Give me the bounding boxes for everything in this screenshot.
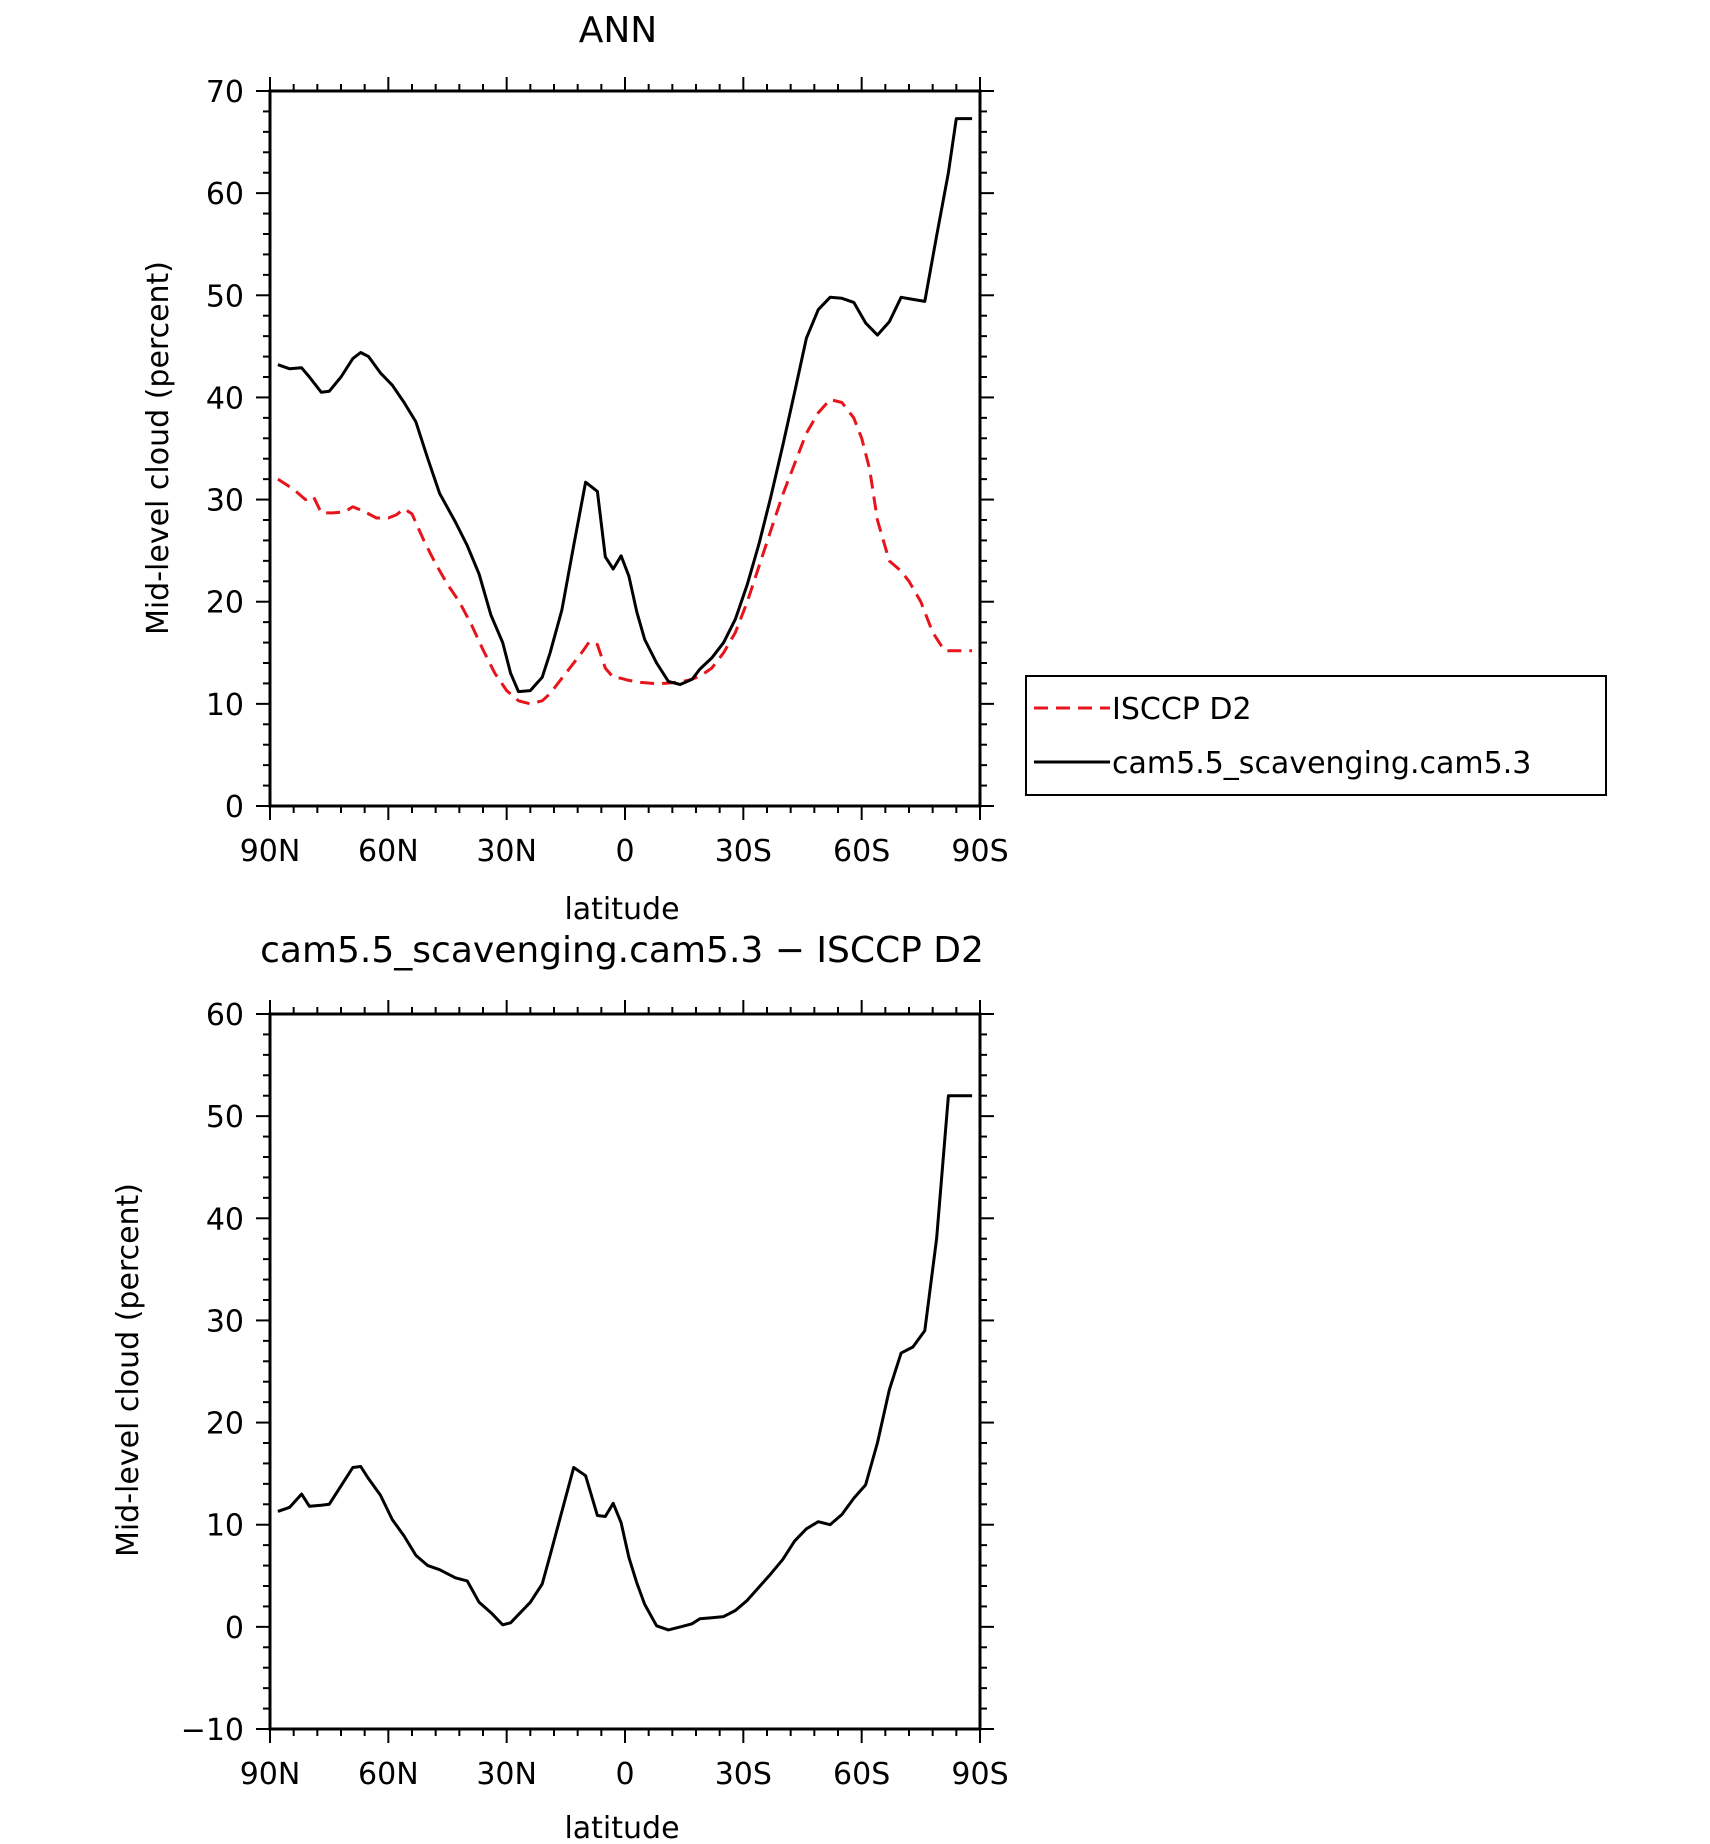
y-tick-label: 0: [225, 1611, 244, 1646]
top-y-axis-label: Mid-level cloud (percent): [141, 261, 176, 635]
bottom-y-tick-labels: −10 0 10 20 30 40 50 60: [181, 998, 244, 1748]
x-tick-label: 90N: [240, 1757, 301, 1792]
legend-label-cam5: cam5.5_scavenging.cam5.3: [1112, 746, 1531, 781]
y-tick-label: 40: [206, 1202, 244, 1237]
top-series-layer: [277, 117, 973, 706]
legend-label-isccp-d2: ISCCP D2: [1112, 692, 1252, 727]
y-tick-label: 50: [206, 1100, 244, 1135]
x-tick-label: 30S: [715, 1757, 772, 1792]
x-tick-label: 90S: [951, 1757, 1008, 1792]
y-tick-label: 20: [206, 1407, 244, 1442]
y-tick-label: 30: [206, 484, 244, 519]
x-tick-label: 0: [615, 1757, 634, 1792]
legend: ISCCP D2 cam5.5_scavenging.cam5.3: [1025, 675, 1607, 796]
x-tick-label: 30N: [476, 1757, 537, 1792]
legend-box: [1025, 675, 1607, 796]
x-tick-label: 60N: [358, 1757, 419, 1792]
y-tick-label: 70: [206, 75, 244, 110]
y-tick-label: 20: [206, 586, 244, 621]
y-tick-label: 60: [206, 177, 244, 212]
series-line-isccp-d2: [277, 398, 973, 706]
y-tick-label: 50: [206, 279, 244, 314]
top-axis-ticks: [256, 77, 994, 820]
x-tick-label: 30N: [476, 834, 537, 869]
x-tick-label: 60N: [358, 834, 419, 869]
top-x-axis-label: latitude: [564, 892, 679, 927]
y-tick-label: 60: [206, 998, 244, 1033]
x-tick-label: 60S: [833, 834, 890, 869]
top-x-tick-labels: 90N 60N 30N 0 30S 60S 90S: [240, 834, 1009, 869]
bottom-plot-frame: [268, 1012, 982, 1731]
bottom-y-axis-label: Mid-level cloud (percent): [111, 1183, 146, 1557]
y-tick-label: 10: [206, 688, 244, 723]
series-line-cam5-5-scavenging-cam5-3: [277, 117, 973, 694]
bottom-series-layer: [277, 1094, 973, 1632]
y-tick-label: −10: [181, 1713, 244, 1748]
bottom-x-axis-label: latitude: [564, 1811, 679, 1844]
x-tick-label: 90S: [951, 834, 1008, 869]
bottom-chart-title: cam5.5_scavenging.cam5.3 − ISCCP D2: [260, 930, 984, 971]
y-tick-label: 10: [206, 1509, 244, 1544]
series-line-difference: [277, 1094, 973, 1632]
bottom-panel: cam5.5_scavenging.cam5.3 − ISCCP D2 −10 0…: [111, 930, 1009, 1844]
bottom-x-tick-labels: 90N 60N 30N 0 30S 60S 90S: [240, 1757, 1009, 1792]
x-tick-label: 30S: [715, 834, 772, 869]
y-tick-label: 40: [206, 381, 244, 416]
x-tick-label: 60S: [833, 1757, 890, 1792]
x-tick-label: 0: [615, 834, 634, 869]
y-tick-label: 30: [206, 1304, 244, 1339]
y-tick-label: 0: [225, 790, 244, 825]
top-plot-frame: [268, 89, 982, 808]
bottom-axis-ticks: [256, 1000, 994, 1743]
top-chart-title: ANN: [579, 10, 658, 51]
top-y-tick-labels: 0 10 20 30 40 50 60 70: [206, 75, 244, 825]
x-tick-label: 90N: [240, 834, 301, 869]
